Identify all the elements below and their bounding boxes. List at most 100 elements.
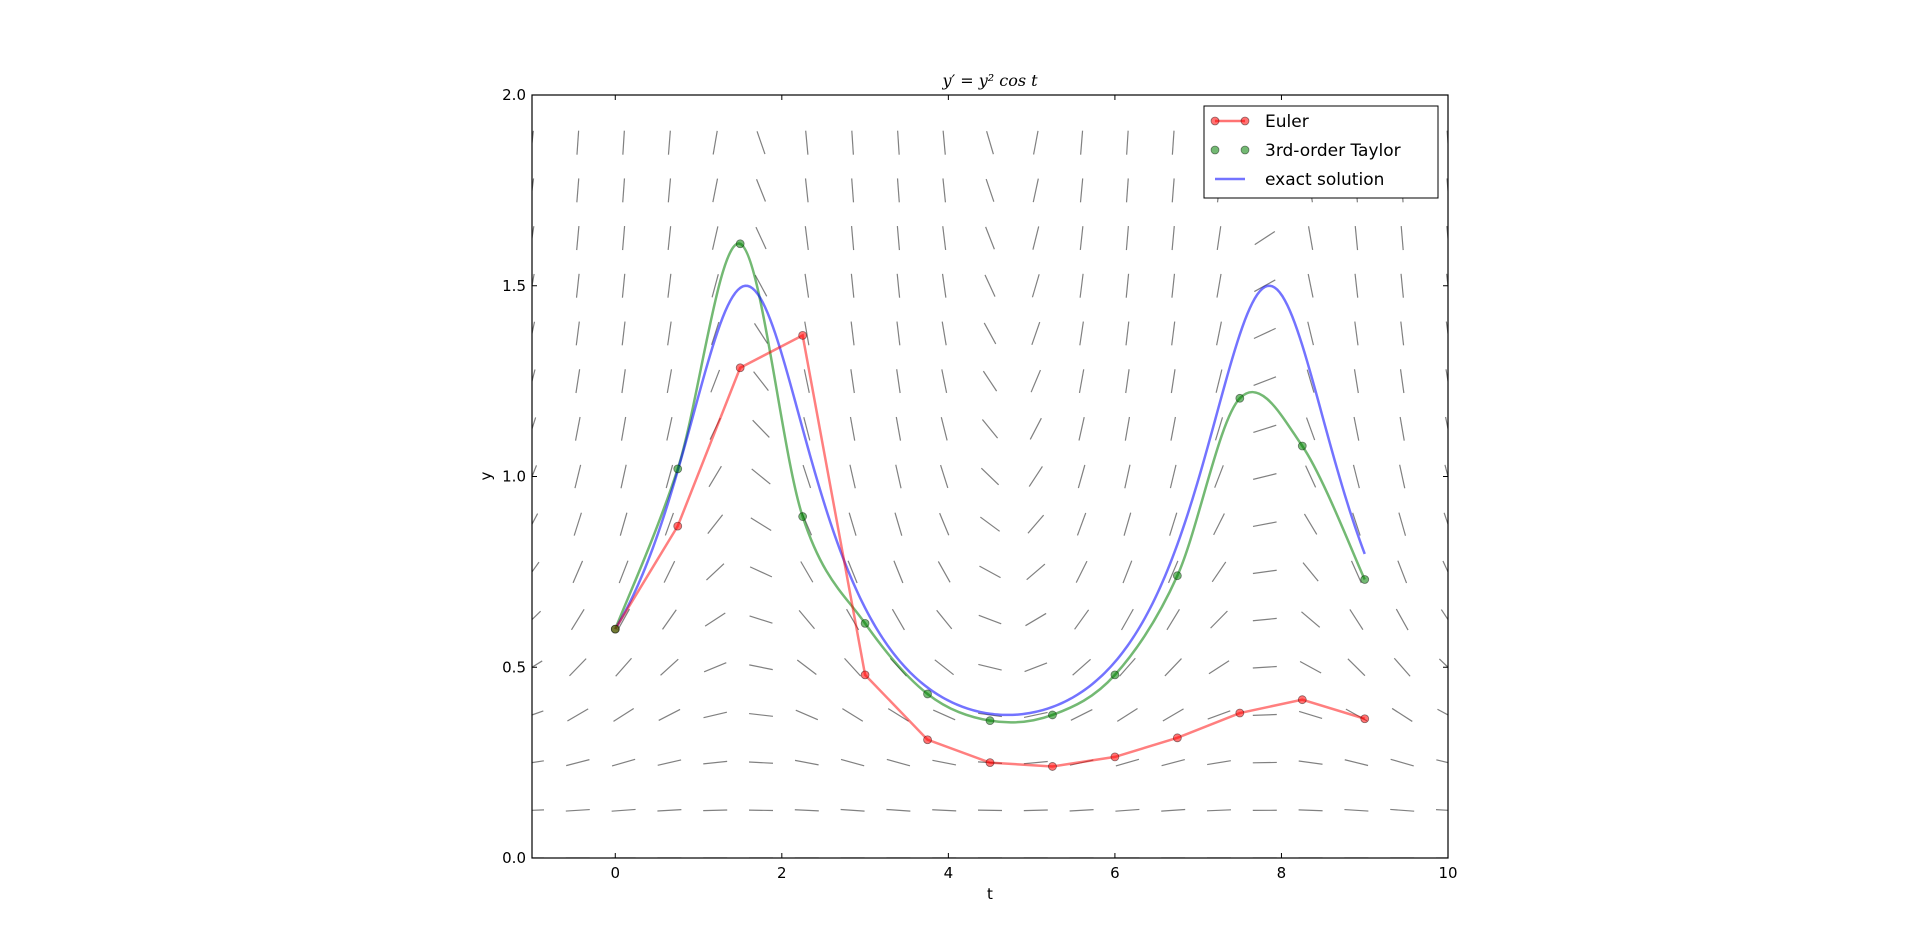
slope-segment [934, 659, 954, 676]
slope-segment [753, 323, 769, 344]
slope-segment [1253, 327, 1276, 340]
slope-segment [895, 464, 902, 489]
slope-segment [896, 273, 901, 298]
legend-marker [1240, 116, 1250, 126]
slope-segment [1446, 178, 1448, 198]
slope-segment [936, 609, 953, 630]
taylor-point [673, 464, 683, 474]
slope-segment [840, 758, 865, 767]
slope-segment [611, 758, 636, 767]
slope-segment [983, 322, 997, 345]
x-tick-label: 8 [1277, 864, 1287, 882]
slope-segment [802, 464, 812, 489]
slope-segment [1026, 563, 1046, 581]
slope-segment [1307, 321, 1315, 346]
y-tick-label: 0.5 [502, 658, 526, 676]
slope-segment [749, 712, 773, 717]
slope-segment [1207, 710, 1231, 720]
slope-segment [576, 130, 580, 155]
slope-segment [1442, 560, 1448, 574]
slope-segment [1076, 512, 1087, 536]
slope-segment [1171, 178, 1175, 203]
slope-segment [1171, 273, 1176, 298]
slope-segment [1213, 513, 1225, 536]
slope-segment [850, 273, 855, 298]
slope-segment [1119, 657, 1136, 677]
taylor-point [923, 689, 932, 699]
slope-segment [532, 760, 544, 764]
slope-segment [703, 760, 728, 765]
slope-segment [1344, 759, 1369, 767]
slope-segment [532, 809, 545, 811]
slope-segment [1306, 369, 1315, 393]
slope-segment [666, 416, 673, 441]
slope-segment [710, 369, 721, 393]
slope-segment [1125, 369, 1130, 394]
slope-segment [942, 130, 946, 155]
slope-segment [940, 464, 949, 489]
euler-point [798, 330, 808, 340]
slope-segment [618, 560, 629, 584]
slope-segment [1074, 609, 1090, 630]
slope-segment [1031, 274, 1040, 298]
slope-segment [1122, 560, 1133, 584]
slope-segment [1400, 321, 1405, 346]
slope-segment [622, 178, 626, 203]
slope-segment [1446, 226, 1448, 245]
taylor-point [985, 716, 995, 726]
slope-segment [532, 273, 535, 290]
slope-segment [620, 416, 627, 441]
slope-segment [805, 130, 809, 155]
slope-segment [1116, 707, 1138, 722]
slope-segment [1075, 560, 1088, 583]
slope-segment [1399, 369, 1405, 394]
slope-segment [941, 321, 947, 346]
slope-segment [1070, 709, 1093, 721]
slope-segment [1399, 464, 1406, 489]
slope-segment [1444, 464, 1448, 479]
euler-point [673, 521, 683, 531]
slope-segment [1032, 178, 1039, 203]
slope-segment [1344, 808, 1369, 812]
slope-segment [1079, 226, 1084, 251]
slope-segment [749, 615, 773, 624]
slope-segment [1437, 708, 1448, 716]
slope-segment [1025, 612, 1047, 627]
slope-segment [566, 759, 590, 767]
slope-segment [666, 369, 673, 394]
slope-segment [847, 560, 858, 584]
slope-segment [1031, 321, 1041, 345]
slope-segment [1216, 226, 1222, 251]
slope-segment [896, 178, 900, 203]
slope-segment [1167, 560, 1179, 584]
slope-segment [850, 369, 855, 394]
slope-segment [752, 419, 770, 438]
slope-segment [756, 131, 766, 155]
slope-segment [897, 130, 900, 155]
slope-segment [660, 658, 679, 676]
taylor-point [798, 512, 808, 521]
slope-segment [1079, 273, 1084, 298]
slope-segment [611, 808, 636, 812]
slope-segment [572, 560, 584, 584]
slope-segment [1120, 608, 1134, 631]
slope-segment [704, 612, 726, 627]
slope-segment [622, 130, 625, 155]
slope-segment [1438, 658, 1448, 669]
slope-segment [532, 710, 544, 716]
slope-segment [1352, 464, 1360, 489]
slope-segment [1124, 464, 1131, 489]
slope-segment [576, 178, 580, 203]
y-tick-label: 1.0 [502, 468, 526, 486]
slope-segment [1252, 665, 1277, 669]
slope-segment [575, 273, 580, 298]
slope-segment [896, 369, 901, 394]
slope-segment [1171, 226, 1175, 251]
slope-segment [667, 130, 671, 155]
slope-segment [894, 512, 903, 536]
slope-segment [1395, 608, 1409, 631]
slope-segment [986, 131, 994, 155]
slope-segment [575, 321, 580, 346]
x-axis-label: t [987, 885, 993, 903]
slope-segment [569, 658, 587, 677]
